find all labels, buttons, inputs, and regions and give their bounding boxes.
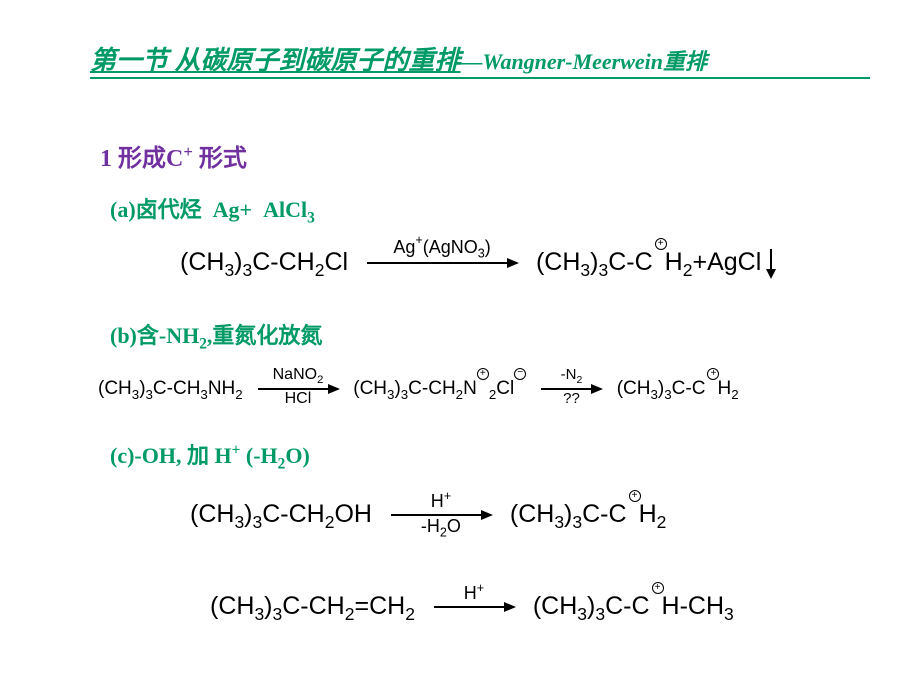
rxn-a-condition: Ag+(AgNO3) — [367, 235, 517, 261]
rxn-d-right: (CH3)3C-C+H-CH3 — [533, 592, 734, 620]
section-heading: 1 形成C+ 形式 — [100, 138, 247, 173]
item-b-text: (b)含-NH2,重氮化放氮 — [110, 323, 322, 348]
title-dash: — — [461, 49, 483, 74]
rxn-b-arrow2: -N2 ?? — [541, 388, 601, 390]
item-b-label: (b)含-NH2,重氮化放氮 — [110, 318, 322, 353]
reaction-a: (CH3)3C-CH2Cl Ag+(AgNO3) (CH3)3C-C+H2+Ag… — [180, 248, 772, 281]
rxn-d-arrow: H+ — [434, 606, 514, 608]
reaction-b: (CH3)3C-CH3NH2 NaNO2 HCl (CH3)3C-CH2N+2C… — [98, 378, 739, 402]
rxn-b-top1: NaNO2 — [258, 366, 338, 386]
rxn-b-bot2: ?? — [541, 390, 601, 407]
rxn-c-right: (CH3)3C-C+H2 — [510, 500, 666, 528]
rxn-b-arrow1: NaNO2 HCl — [258, 388, 338, 390]
section-text: 1 形成C+ 形式 — [100, 146, 247, 172]
rxn-d-top: H+ — [434, 581, 514, 604]
rxn-c-left: (CH3)3C-CH2OH — [190, 500, 372, 528]
rxn-b-bot1: HCl — [258, 390, 338, 408]
slide-title: 第一节 从碳原子到碳原子的重排—Wangner-Meerwein重排 — [90, 40, 870, 79]
item-a-label: (a)卤代烃 Ag+ AlCl3 — [110, 192, 315, 227]
rxn-c-arrow: H+ -H2O — [391, 514, 491, 516]
item-c-label: (c)-OH, 加 H+ (-H2O) — [110, 438, 310, 473]
rxn-b-right: (CH3)3C-C+H2 — [617, 378, 739, 399]
item-c-text: (c)-OH, 加 H+ (-H2O) — [110, 443, 310, 468]
title-sub: Wangner-Meerwein重排 — [483, 49, 708, 74]
title-main: 第一节 从碳原子到碳原子的重排 — [90, 46, 461, 75]
rxn-c-top: H+ — [391, 489, 491, 512]
rxn-b-top2: -N2 — [541, 366, 601, 386]
rxn-a-arrow: Ag+(AgNO3) — [367, 262, 517, 264]
precipitate-arrow — [770, 249, 772, 277]
rxn-b-mid: (CH3)3C-CH2N+2Cl− — [353, 378, 526, 399]
reaction-c: (CH3)3C-CH2OH H+ -H2O (CH3)3C-C+H2 — [190, 500, 666, 533]
rxn-a-right: (CH3)3C-C+H2+AgCl — [536, 248, 761, 276]
rxn-a-left: (CH3)3C-CH2Cl — [180, 248, 348, 276]
item-a-text: (a)卤代烃 Ag+ AlCl3 — [110, 197, 315, 222]
rxn-c-bot: -H2O — [391, 516, 491, 540]
rxn-b-left: (CH3)3C-CH3NH2 — [98, 378, 243, 399]
reaction-d: (CH3)3C-CH2=CH2 H+ (CH3)3C-C+H-CH3 — [210, 592, 734, 625]
rxn-d-left: (CH3)3C-CH2=CH2 — [210, 592, 415, 620]
